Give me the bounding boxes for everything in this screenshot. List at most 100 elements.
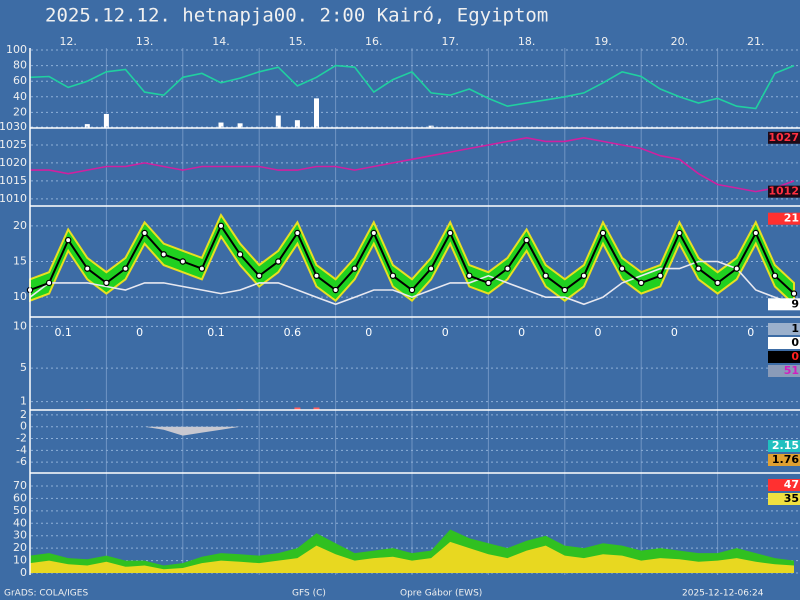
point	[332, 286, 339, 294]
bar	[294, 120, 300, 128]
y-tick-label: 20	[13, 105, 27, 118]
bar	[275, 115, 281, 128]
title: 2025.12.12. hetnapja00. 2:00 Kairó, Egyi…	[45, 5, 548, 27]
point	[389, 272, 397, 279]
daily-total: 0.1	[207, 326, 225, 339]
badge-box	[768, 351, 800, 363]
daily-total: 0	[595, 326, 602, 339]
daily-total: 0	[747, 326, 754, 339]
point	[179, 258, 186, 265]
y-tick-label: 100	[6, 43, 27, 56]
y-tick-label: 1	[20, 395, 27, 408]
point	[64, 236, 72, 244]
badge-value: 1.76	[772, 453, 799, 466]
y-tick-label: 80	[13, 59, 27, 72]
badge-value: 1027	[768, 131, 799, 144]
point	[217, 222, 225, 230]
point	[103, 279, 110, 287]
point	[236, 251, 244, 258]
point	[447, 229, 454, 237]
point	[84, 265, 91, 272]
badge-box	[768, 323, 800, 335]
y-tick-label: 20	[13, 219, 27, 232]
day-label: 21.	[747, 35, 765, 48]
daily-total: 0	[442, 326, 449, 339]
day-label: 12.	[59, 35, 77, 48]
daily-total: 0.6	[284, 326, 302, 339]
y-tick-label: 1025	[0, 138, 27, 151]
day-label: 15.	[289, 35, 307, 48]
badge-box	[768, 365, 800, 377]
y-tick-label: 60	[13, 491, 27, 504]
badge-box	[768, 479, 800, 491]
badge-value: 1012	[768, 185, 799, 198]
point	[408, 286, 416, 294]
badge-box	[768, 493, 800, 505]
point	[256, 272, 263, 279]
day-label: 20.	[671, 35, 689, 48]
y-tick-label: 1020	[0, 156, 27, 169]
point	[618, 265, 626, 272]
badge-value: 1	[791, 322, 799, 335]
bar	[294, 407, 301, 410]
point	[485, 279, 492, 287]
day-label: 19.	[594, 35, 612, 48]
point	[275, 258, 282, 265]
y-tick-label: 50	[13, 504, 27, 517]
series-area	[30, 426, 794, 436]
series-line	[29, 64, 795, 110]
point	[733, 265, 740, 272]
daily-total: 0	[136, 326, 143, 339]
day-lines	[105, 48, 719, 575]
point	[351, 265, 358, 272]
point	[752, 229, 760, 237]
series-line	[29, 260, 795, 306]
y-tick-label: 60	[13, 74, 27, 87]
badge-box	[768, 454, 800, 466]
point	[141, 229, 148, 237]
point	[657, 272, 664, 279]
y-tick-label: 10	[13, 319, 27, 332]
plot: 12. 13. 14. 15. 16. 17. 18. 19. 20. 21.2040608010…	[0, 35, 800, 579]
bar	[237, 123, 243, 128]
point	[714, 279, 721, 287]
y-tick-label: 10	[13, 554, 27, 567]
point	[542, 272, 549, 279]
point	[466, 272, 473, 279]
point	[523, 236, 530, 244]
point	[313, 272, 320, 279]
badge-value: 35	[784, 492, 799, 505]
y-tick-label: 1015	[0, 174, 27, 187]
bar	[314, 98, 319, 128]
badge-value: 21	[784, 212, 799, 225]
point	[370, 229, 377, 237]
day-label: 18.	[518, 35, 536, 48]
y-tick-label: 10	[13, 290, 27, 303]
badge-value: 9	[791, 297, 799, 310]
daily-total: 0	[365, 326, 372, 339]
series-line	[30, 136, 795, 193]
footer-text: Opre Gábor (EWS)	[400, 589, 482, 599]
point	[294, 229, 301, 237]
bar	[84, 124, 90, 128]
badge-box	[768, 185, 800, 198]
badge-box	[768, 337, 800, 349]
y-tick-label: 1030	[0, 120, 27, 133]
footer-text: GrADS: COLA/IGES	[4, 589, 88, 599]
day-label: 14.	[212, 35, 230, 48]
y-tick-label: 5	[20, 361, 27, 374]
point	[160, 251, 167, 258]
point	[198, 265, 206, 272]
y-tick-label: 0	[20, 420, 27, 433]
daily-total: 0.1	[54, 326, 72, 339]
daily-total: 0	[671, 326, 678, 339]
point	[427, 265, 435, 272]
footer-text: 2025-12-12-06:24	[682, 589, 764, 599]
point	[561, 286, 569, 294]
y-tick-label: 20	[13, 541, 27, 554]
badge-value: 2.15	[772, 439, 799, 452]
y-tick-label: 70	[13, 479, 27, 492]
point	[695, 265, 702, 272]
series-area	[30, 541, 794, 573]
